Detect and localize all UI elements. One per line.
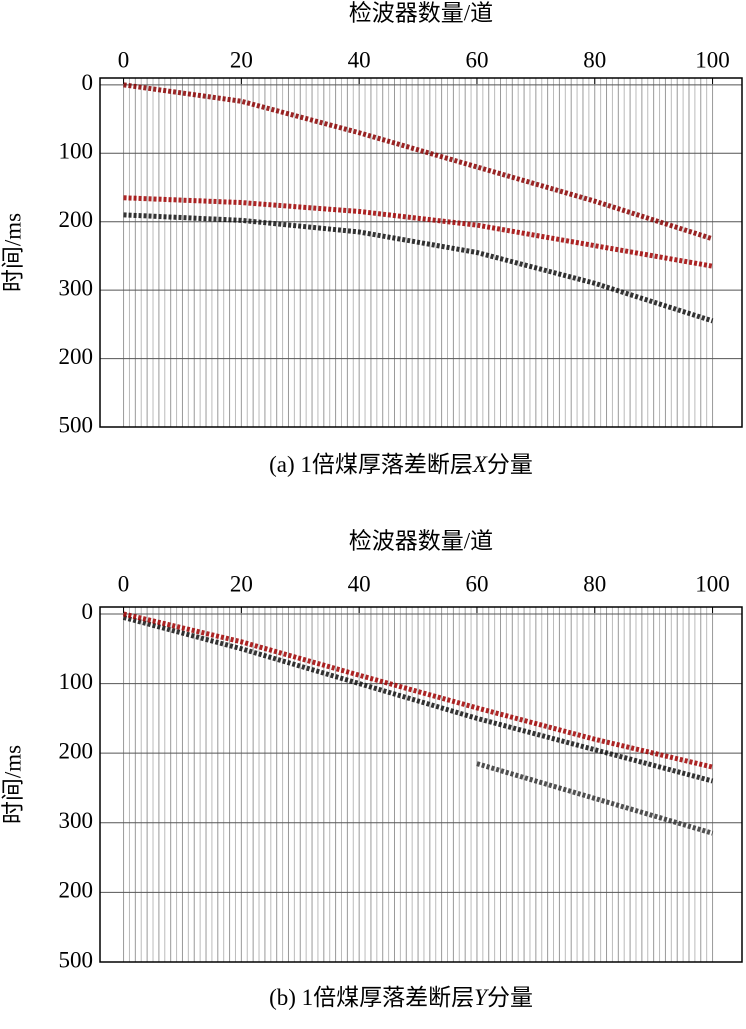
y-tick-label: 300 [59, 275, 94, 300]
caption-part: 分量 [487, 985, 533, 1010]
y-tick-label: 200 [59, 207, 94, 232]
x-tick-label: 0 [118, 47, 130, 72]
y-tick-label: 200 [59, 878, 94, 903]
x-tick-label: 0 [118, 571, 130, 596]
plot-frame [99, 77, 743, 428]
caption-part: (b) 1倍煤厚落差断层 [269, 985, 474, 1010]
x-tick-label: 20 [230, 47, 253, 72]
event-line [122, 615, 714, 784]
x-tick-label: 40 [348, 571, 371, 596]
x-tick-label: 80 [583, 571, 606, 596]
caption-part: (a) 1倍煤厚落差断层 [269, 452, 473, 477]
caption-part: 分量 [487, 452, 533, 477]
y-axis-title: 时间/ms [0, 745, 25, 824]
x-tick-label: 60 [465, 47, 488, 72]
y-axis-title: 时间/ms [0, 213, 25, 292]
y-tick-label: 100 [59, 139, 94, 164]
y-tick-label: 200 [59, 344, 94, 369]
x-tick-label: 100 [695, 47, 730, 72]
y-tick-label: 500 [59, 412, 94, 437]
event-line [123, 195, 713, 269]
y-tick-label: 0 [82, 599, 94, 624]
plot-frame [99, 606, 743, 963]
event-line [476, 761, 714, 836]
x-tick-label: 40 [348, 47, 371, 72]
x-tick-label: 20 [230, 571, 253, 596]
y-tick-label: 200 [59, 738, 94, 763]
x-tick-label: 60 [465, 571, 488, 596]
caption: (a) 1倍煤厚落差断层X分量 [269, 452, 533, 477]
event-line [123, 82, 714, 242]
event-line [122, 611, 714, 770]
y-tick-label: 500 [59, 947, 94, 972]
event-line [123, 212, 714, 324]
x-axis-title: 检波器数量/道 [349, 0, 493, 25]
x-tick-label: 100 [695, 571, 730, 596]
caption: (b) 1倍煤厚落差断层Y分量 [269, 985, 533, 1010]
caption-part: Y [474, 985, 489, 1010]
x-tick-label: 80 [583, 47, 606, 72]
y-tick-label: 300 [59, 808, 94, 833]
y-tick-label: 0 [82, 70, 94, 95]
x-axis-title: 检波器数量/道 [349, 528, 493, 553]
caption-part: X [472, 452, 488, 477]
y-tick-label: 100 [59, 669, 94, 694]
